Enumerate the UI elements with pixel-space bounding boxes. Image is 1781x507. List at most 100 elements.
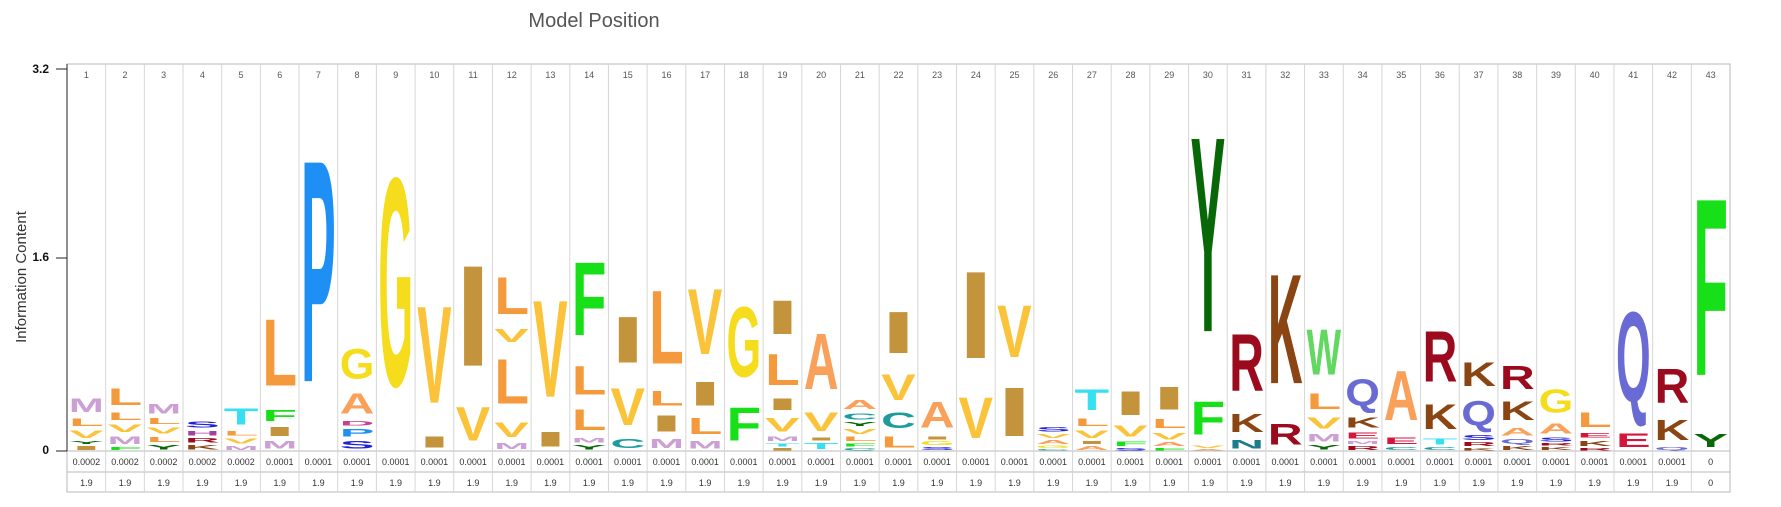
- position-label: 37: [1474, 70, 1484, 80]
- row2-value: 1.9: [312, 478, 325, 488]
- logo-letter-f: F: [262, 407, 297, 425]
- logo-letter-i: I: [881, 299, 916, 366]
- logo-letter-p: P: [301, 95, 336, 449]
- row1-value: 0.0001: [459, 457, 487, 467]
- logo-letter-v: V: [804, 407, 839, 437]
- logo-letter-v: V: [610, 377, 645, 437]
- chart-title: Model Position: [528, 10, 659, 32]
- row2-value: 1.9: [660, 478, 673, 488]
- logo-letter-v: V: [456, 397, 491, 451]
- row2-value: 1.9: [1008, 478, 1021, 488]
- logo-letter-m: M: [765, 436, 800, 443]
- logo-letter-v: V: [1191, 445, 1226, 449]
- logo-letter-v: V: [959, 385, 994, 451]
- logo-letter-l: L: [881, 433, 916, 451]
- logo-letter-l: L: [224, 429, 259, 436]
- row1-value: 0.0001: [382, 457, 410, 467]
- position-label: 26: [1048, 70, 1058, 80]
- logo-letter-i: I: [1152, 381, 1187, 416]
- row2-value: 1.9: [1279, 478, 1292, 488]
- row1-value: 0.0002: [189, 457, 217, 467]
- logo-letter-g: G: [726, 287, 761, 398]
- logo-letter-l: L: [1307, 389, 1342, 414]
- logo-letter-l: L: [494, 266, 529, 326]
- logo-letter-m: M: [224, 445, 259, 451]
- logo-letter-y: Y: [1307, 444, 1342, 451]
- logo-letter-a: A: [920, 394, 955, 436]
- row1-value: 0.0001: [1581, 457, 1609, 467]
- row1-value: 0.0001: [498, 457, 526, 467]
- row2-value: 1.9: [467, 478, 480, 488]
- position-label: 29: [1164, 70, 1174, 80]
- logo-letter-l: L: [108, 383, 143, 410]
- logo-letter-r: R: [1423, 316, 1458, 397]
- position-label: 14: [584, 70, 594, 80]
- logo-letter-i: I: [997, 374, 1032, 451]
- logo-letter-r: R: [185, 437, 220, 444]
- logo-letter-m: M: [688, 440, 723, 452]
- logo-letter-f: F: [108, 446, 143, 451]
- position-label: 18: [739, 70, 749, 80]
- position-label: 5: [239, 70, 244, 80]
- row2-value: 1.9: [1395, 478, 1408, 488]
- row2-value: 1.9: [1356, 478, 1369, 488]
- row1-value: 0.0001: [846, 457, 874, 467]
- row2-value: 1.9: [699, 478, 712, 488]
- row2-value: 1.9: [428, 478, 441, 488]
- row1-value: 0.0001: [1542, 457, 1570, 467]
- logo-letter-q: Q: [1461, 394, 1496, 433]
- logo-letter-n: N: [1229, 438, 1264, 451]
- row2-value: 1.9: [119, 478, 132, 488]
- logo-letter-k: K: [1577, 439, 1612, 447]
- logo-letter-c: C: [1423, 446, 1458, 451]
- row1-value: 0.0001: [537, 457, 565, 467]
- row1-value: 0.0002: [111, 457, 139, 467]
- logo-letter-c: C: [842, 412, 877, 421]
- logo-letter-v: V: [1036, 433, 1071, 439]
- row2-value: 1.9: [1472, 478, 1485, 488]
- row2-value: 1.9: [157, 478, 170, 488]
- row2-value: 1.9: [854, 478, 867, 488]
- position-label: 40: [1590, 70, 1600, 80]
- row1-value: 0.0002: [227, 457, 255, 467]
- logo-letter-e: E: [1616, 430, 1651, 451]
- logo-letter-a: A: [340, 388, 375, 420]
- position-label: 17: [700, 70, 710, 80]
- logo-letter-f: F: [1113, 440, 1148, 447]
- logo-letter-l: L: [262, 299, 297, 406]
- logo-letter-t: T: [1075, 383, 1110, 417]
- logo-letter-i: I: [1113, 384, 1148, 422]
- position-label: 3: [161, 70, 166, 80]
- row1-value: 0.0001: [1001, 457, 1029, 467]
- logo-letter-c: C: [610, 437, 645, 451]
- logo-letter-k: K: [185, 444, 220, 451]
- logo-letter-s: S: [1113, 447, 1148, 451]
- logo-letter-q: Q: [1655, 446, 1690, 451]
- logo-letter-t: T: [224, 404, 259, 430]
- logo-letter-a: A: [1152, 442, 1187, 448]
- row2-value: 1.9: [815, 478, 828, 488]
- logo-letter-s: S: [1036, 426, 1071, 433]
- logo-letter-s: S: [1539, 437, 1574, 443]
- logo-letter-r: R: [1461, 442, 1496, 448]
- row1-value: 0.0001: [614, 457, 642, 467]
- logo-letter-i: I: [804, 437, 839, 442]
- row2-value: 1.9: [622, 478, 635, 488]
- logo-letter-a: A: [804, 317, 839, 407]
- logo-letter-h: H: [185, 430, 220, 437]
- logo-letter-q: Q: [1345, 370, 1380, 413]
- logo-letter-w: W: [1307, 317, 1342, 390]
- logo-letter-e: E: [1577, 432, 1612, 439]
- row2-value: 1.9: [1434, 478, 1447, 488]
- logo-letter-g: G: [920, 440, 955, 446]
- logo-letter-k: K: [1500, 445, 1535, 451]
- logo-letter-a: A: [842, 398, 877, 412]
- logo-letter-t: T: [804, 441, 839, 451]
- row1-value: 0.0001: [1465, 457, 1493, 467]
- logo-letter-l: L: [572, 403, 607, 437]
- logo-letter-v: V: [765, 415, 800, 436]
- position-label: 43: [1706, 70, 1716, 80]
- logo-letter-s: S: [340, 439, 375, 451]
